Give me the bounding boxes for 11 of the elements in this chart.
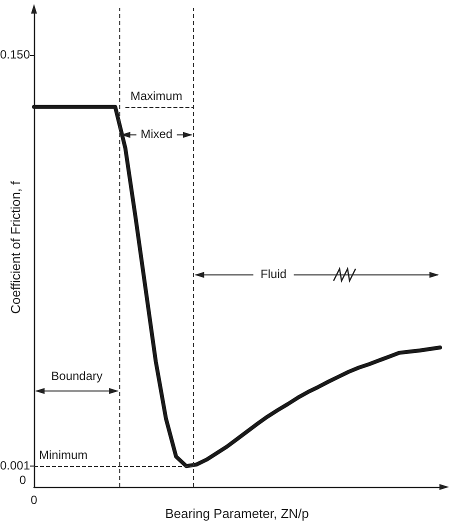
x-axis-title: Bearing Parameter, ZN/p (165, 506, 309, 521)
annotation: Mixed (140, 127, 173, 142)
ref-line-label: Minimum (39, 448, 88, 462)
annotation: Boundary (51, 369, 103, 384)
text: 0 (19, 473, 26, 488)
text: 0 (30, 493, 38, 508)
ref-line-label: Maximum (130, 88, 182, 103)
annotation: Fluid (260, 267, 287, 282)
text: 0.150 (0, 48, 30, 62)
y-axis-title: Coefficient of Friction, f (8, 180, 23, 314)
text: 0.001 (0, 458, 30, 472)
